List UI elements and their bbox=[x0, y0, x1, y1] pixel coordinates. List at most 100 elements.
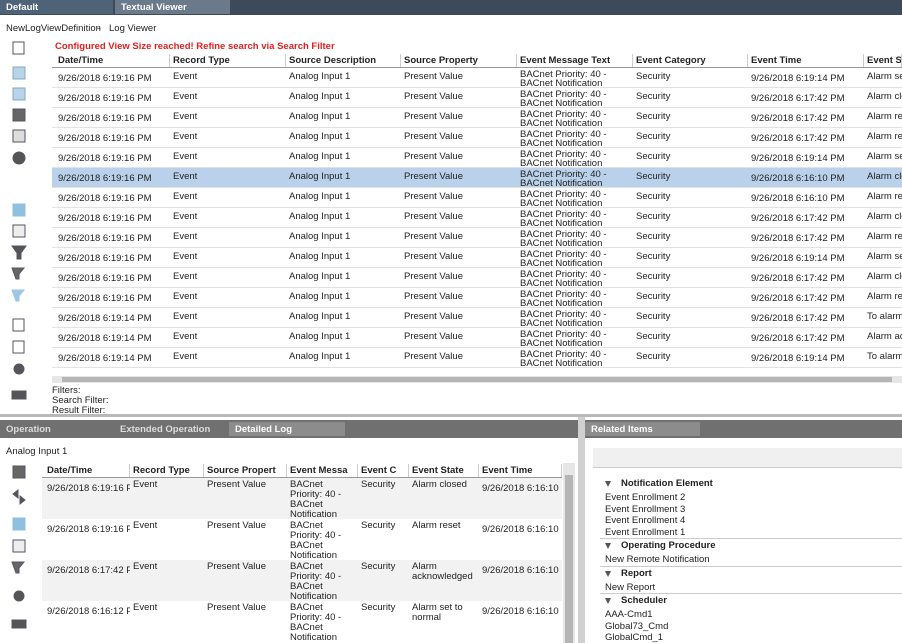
log-cell: Alarm clo bbox=[867, 91, 902, 102]
column-header[interactable]: Record Type bbox=[130, 464, 204, 477]
related-item[interactable]: GlobalCmd_1 bbox=[605, 632, 664, 643]
related-item[interactable]: New Report bbox=[605, 581, 656, 593]
log-row[interactable] bbox=[52, 88, 902, 108]
header-rule bbox=[52, 67, 902, 68]
detail-scrollbar[interactable] bbox=[563, 463, 575, 643]
column-header[interactable]: Source Propert bbox=[204, 464, 287, 477]
column-header[interactable]: Event Sta bbox=[864, 54, 902, 67]
log-cell: 9/26/2018 6:19:14 PM bbox=[751, 253, 845, 264]
log-row[interactable] bbox=[52, 288, 902, 308]
group-name[interactable]: Notification Element bbox=[621, 478, 713, 489]
tool-settings[interactable] bbox=[13, 363, 25, 375]
expander[interactable] bbox=[605, 598, 611, 604]
log-row[interactable] bbox=[52, 128, 902, 148]
log-row[interactable] bbox=[52, 348, 902, 368]
log-cell: Analog Input 1 bbox=[289, 91, 351, 102]
tool-print[interactable] bbox=[11, 390, 27, 400]
tool-filter[interactable] bbox=[11, 561, 26, 574]
log-row[interactable] bbox=[52, 228, 902, 248]
related-item[interactable]: Event Enrollment 2 bbox=[605, 492, 686, 503]
column-header[interactable]: Event Message Text bbox=[517, 54, 633, 67]
column-header[interactable]: Event Category bbox=[633, 54, 748, 67]
group-name[interactable]: Scheduler bbox=[621, 595, 667, 606]
log-row[interactable] bbox=[52, 308, 902, 328]
detail-cell: 9/26/2018 6:19:16 PM bbox=[47, 524, 130, 535]
column-header[interactable]: Date/Time bbox=[55, 54, 170, 67]
related-item[interactable]: Event Enrollment 4 bbox=[605, 515, 686, 526]
tool-print[interactable] bbox=[11, 619, 27, 629]
detail-row[interactable] bbox=[42, 601, 562, 642]
column-header[interactable]: Source Property bbox=[401, 54, 517, 67]
log-cell: Security bbox=[636, 251, 671, 262]
detail-row[interactable] bbox=[42, 478, 562, 519]
log-row[interactable] bbox=[52, 188, 902, 208]
column-header[interactable]: Event State bbox=[409, 464, 479, 477]
tab[interactable]: Extended Operation bbox=[114, 422, 226, 436]
tool-save[interactable] bbox=[12, 66, 26, 80]
log-cell: To alarm bbox=[867, 311, 902, 322]
log-cell: Present Value bbox=[404, 291, 463, 302]
log-row[interactable] bbox=[52, 328, 902, 348]
tool-save-all[interactable] bbox=[12, 108, 26, 122]
tab[interactable]: Textual Viewer bbox=[115, 0, 230, 14]
tab[interactable]: Operation bbox=[0, 422, 112, 436]
h-scrollbar[interactable] bbox=[52, 376, 902, 383]
column-header[interactable]: Event Time bbox=[748, 54, 864, 67]
log-cell: Event bbox=[173, 191, 198, 202]
column-header[interactable]: Record Type bbox=[170, 54, 286, 67]
log-cell: Security bbox=[636, 71, 671, 82]
log-cell: Security bbox=[636, 351, 671, 362]
related-item[interactable]: Global73_Cmd bbox=[605, 620, 669, 632]
tool-view[interactable] bbox=[12, 203, 26, 217]
log-cell: BACnet Priority: 40 - BACnet Notificatio… bbox=[520, 69, 607, 88]
tool-view[interactable] bbox=[12, 517, 26, 531]
tool-columns[interactable] bbox=[12, 224, 26, 238]
related-item[interactable]: AAA-Cmd1 bbox=[605, 609, 653, 620]
tool-new[interactable] bbox=[12, 41, 25, 55]
related-item[interactable]: Event Enrollment 1 bbox=[605, 526, 686, 538]
related-item[interactable]: New Remote Notification bbox=[605, 554, 710, 565]
detail-cell: Security bbox=[361, 561, 396, 572]
tool-save-as[interactable] bbox=[12, 87, 26, 101]
tool-import[interactable] bbox=[12, 318, 25, 332]
tool-export-log[interactable] bbox=[12, 340, 25, 354]
group-name[interactable]: Report bbox=[621, 567, 652, 579]
detail-row[interactable] bbox=[42, 519, 562, 560]
column-header[interactable]: Event Time bbox=[479, 464, 562, 477]
scroll-thumb[interactable] bbox=[565, 475, 573, 643]
tool-save[interactable] bbox=[12, 465, 26, 479]
expander[interactable] bbox=[605, 481, 611, 487]
log-cell: To alarm bbox=[867, 351, 902, 362]
tool-cancel[interactable] bbox=[12, 151, 26, 165]
tool-settings[interactable] bbox=[13, 590, 25, 602]
tab[interactable]: Default bbox=[0, 0, 113, 14]
log-row[interactable] bbox=[52, 268, 902, 288]
log-row[interactable] bbox=[52, 108, 902, 128]
log-cell: BACnet Priority: 40 - BACnet Notificatio… bbox=[520, 89, 607, 108]
tool-refresh[interactable] bbox=[12, 488, 26, 506]
column-header[interactable]: Event C bbox=[358, 464, 409, 477]
log-row[interactable] bbox=[52, 68, 902, 88]
expander[interactable] bbox=[605, 543, 611, 549]
log-row[interactable] bbox=[52, 208, 902, 228]
log-row[interactable] bbox=[52, 148, 902, 168]
tool-export[interactable] bbox=[12, 129, 26, 143]
tool-filter-clear[interactable] bbox=[11, 289, 26, 302]
log-row[interactable] bbox=[52, 248, 902, 268]
column-header[interactable]: Source Description bbox=[286, 54, 401, 67]
scroll-thumb[interactable] bbox=[62, 377, 892, 382]
related-item[interactable]: Event Enrollment 3 bbox=[605, 503, 686, 515]
tool-filter-edit[interactable] bbox=[11, 267, 26, 280]
group-name[interactable]: Operating Procedure bbox=[621, 540, 716, 551]
tab[interactable]: Related Items bbox=[585, 422, 700, 436]
detail-row[interactable] bbox=[42, 560, 562, 601]
tool-filter[interactable] bbox=[11, 245, 27, 260]
column-header[interactable]: Date/Time bbox=[44, 464, 130, 477]
expander[interactable] bbox=[605, 570, 611, 577]
log-cell: Present Value bbox=[404, 151, 463, 162]
tool-columns[interactable] bbox=[12, 539, 26, 553]
log-cell: BACnet Priority: 40 - BACnet Notificatio… bbox=[520, 149, 607, 168]
tab[interactable]: Detailed Log bbox=[229, 422, 345, 436]
log-row[interactable] bbox=[52, 168, 902, 188]
column-header[interactable]: Event Messa bbox=[287, 464, 358, 477]
